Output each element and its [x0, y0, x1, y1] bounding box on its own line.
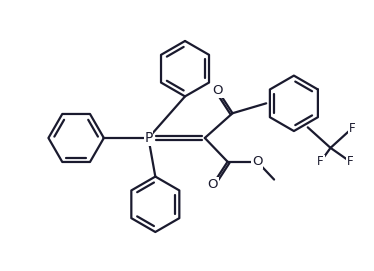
Text: P: P	[144, 131, 153, 145]
Text: O: O	[208, 178, 218, 191]
Text: F: F	[349, 122, 356, 135]
Text: F: F	[317, 155, 324, 168]
Text: O: O	[252, 155, 263, 168]
Text: F: F	[347, 155, 354, 168]
Text: O: O	[212, 84, 223, 97]
